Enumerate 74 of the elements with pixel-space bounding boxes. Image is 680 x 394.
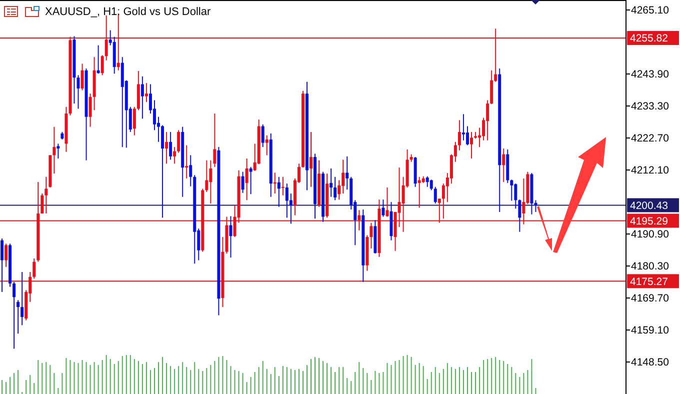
candlestick xyxy=(342,159,345,194)
candlestick xyxy=(140,76,144,120)
candlestick xyxy=(470,131,474,160)
candlestick xyxy=(462,114,465,141)
candlestick xyxy=(466,126,469,146)
candlestick xyxy=(334,176,337,201)
ref-line-label: 4195.29 xyxy=(630,215,668,228)
candlestick xyxy=(249,166,252,195)
candlestick xyxy=(281,176,284,196)
candlestick xyxy=(261,124,264,148)
candlestick xyxy=(426,176,429,188)
candlestick xyxy=(96,44,100,74)
candlestick xyxy=(161,124,164,218)
ref-line-label: 4200.43 xyxy=(630,200,668,212)
candlestick xyxy=(44,176,48,214)
candlestick xyxy=(510,179,514,202)
candlestick xyxy=(12,281,16,350)
candlestick xyxy=(132,106,136,136)
candlestick xyxy=(20,272,24,326)
candlestick xyxy=(386,186,389,218)
y-tick-label: 4159.10 xyxy=(631,324,670,337)
candlestick xyxy=(213,113,216,168)
ref-line-label: 4255.82 xyxy=(630,32,668,45)
candlestick xyxy=(370,222,373,249)
candlestick xyxy=(265,134,268,156)
candlestick xyxy=(177,130,180,154)
ref-line-label: 4175.27 xyxy=(630,276,668,288)
candlestick xyxy=(245,158,248,201)
candlestick xyxy=(486,100,490,141)
candlestick xyxy=(40,193,44,214)
y-tick-label: 4222.70 xyxy=(631,132,670,145)
candlestick xyxy=(330,168,333,198)
candlestick xyxy=(458,120,461,151)
y-tick-label: 4212.10 xyxy=(631,164,670,177)
candlestick xyxy=(277,176,280,208)
candlestick xyxy=(76,74,80,110)
candlestick xyxy=(56,143,60,160)
y-tick-label: 4265.10 xyxy=(631,4,670,17)
candlestick xyxy=(241,171,244,194)
candlestick xyxy=(52,126,56,174)
candlestick xyxy=(0,238,4,292)
candlestick xyxy=(189,154,192,187)
candlestick xyxy=(285,183,288,218)
candlestick xyxy=(209,160,212,204)
text: XAUUSD_, H1: Gold vs US Dollar xyxy=(45,6,211,18)
candlestick xyxy=(165,131,168,164)
candlestick xyxy=(418,176,421,208)
candlestick xyxy=(173,146,176,164)
candlestick xyxy=(514,183,518,210)
candlestick xyxy=(80,63,84,91)
candlestick xyxy=(346,156,349,190)
candlestick xyxy=(88,93,92,128)
candlestick xyxy=(144,82,148,103)
y-tick-label: 4233.30 xyxy=(631,100,670,113)
candlestick xyxy=(502,148,506,183)
candlestick xyxy=(16,300,20,334)
y-tick-label: 4190.90 xyxy=(631,228,670,241)
candlestick xyxy=(490,70,494,105)
candlestick xyxy=(430,179,433,191)
candlestick xyxy=(382,199,385,218)
candlestick xyxy=(4,243,8,268)
y-tick-label: 4148.50 xyxy=(631,356,670,369)
candlestick xyxy=(309,131,312,188)
candlestick xyxy=(229,216,232,258)
y-tick-label: 4169.70 xyxy=(631,292,670,305)
y-tick-label: 4243.90 xyxy=(631,68,670,81)
candlestick xyxy=(169,131,172,160)
candlestick xyxy=(185,144,188,179)
candlestick xyxy=(100,54,104,76)
candlestick xyxy=(32,258,36,280)
candlestick xyxy=(434,186,437,204)
candlestick xyxy=(518,199,522,232)
candlestick xyxy=(205,160,208,193)
y-tick-label: 4180.30 xyxy=(631,260,670,273)
